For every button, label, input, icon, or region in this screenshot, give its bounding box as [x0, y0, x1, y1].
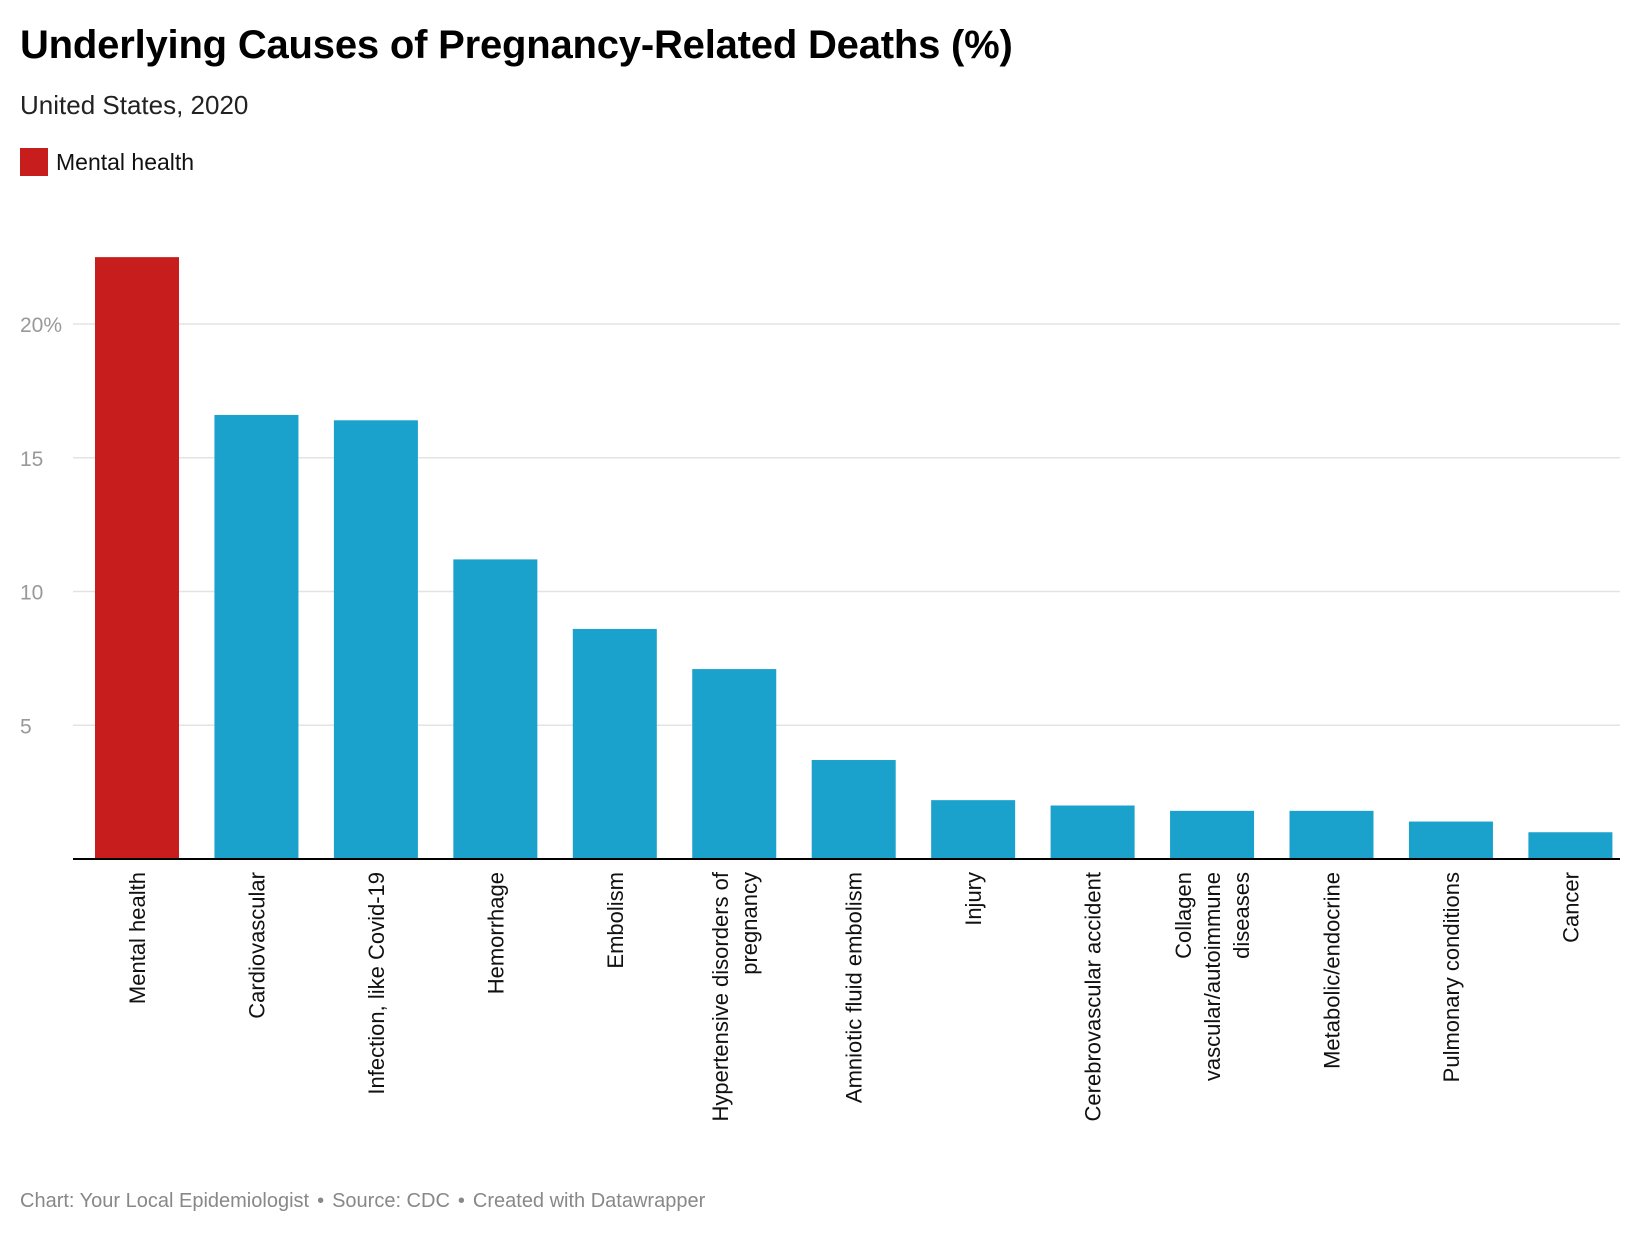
bar-embolism	[572, 628, 657, 859]
bar-infection-like-covid-19	[333, 420, 418, 859]
chart-title: Underlying Causes of Pregnancy-Related D…	[20, 23, 1013, 67]
x-tick-label-line: Amniotic fluid embolism	[842, 872, 867, 1103]
x-tick-label-line: diseases	[1229, 872, 1254, 959]
chart-footer: Chart: Your Local Epidemiologist • Source:…	[20, 1190, 705, 1213]
bar-pulmonary-conditions	[1408, 821, 1493, 859]
bar-injury	[931, 800, 1016, 859]
x-tick-label-mental-health: Mental health	[125, 872, 150, 1004]
x-tick-label-embolism: Embolism	[603, 872, 628, 969]
legend: Mental health	[20, 148, 194, 176]
x-tick-label-line: Hypertensive disorders of	[708, 871, 733, 1121]
x-tick-label-line: Embolism	[603, 872, 628, 969]
x-tick-label-hypertensive-disorders-of-pregnancy: Hypertensive disorders of pregnancy	[708, 871, 762, 1121]
bar-cardiovascular	[214, 414, 299, 859]
x-tick-label-line: vascular/autoimmune	[1200, 872, 1225, 1081]
y-tick-label-10: 10	[20, 582, 43, 605]
legend-label-mental-health: Mental health	[56, 148, 195, 175]
footer-separator: •	[317, 1190, 325, 1212]
bar-cancer	[1528, 832, 1613, 859]
x-tick-label-pulmonary-conditions: Pulmonary conditions	[1439, 872, 1464, 1082]
x-tick-label-line: Cancer	[1558, 872, 1583, 943]
x-tick-label-line: Metabolic/endocrine	[1320, 872, 1345, 1069]
bar-cerebrovascular-accident	[1050, 805, 1135, 859]
x-tick-label-line: pregnancy	[737, 872, 762, 975]
x-tick-label-infection-like-covid-19: Infection, like Covid-19	[364, 872, 389, 1095]
y-tick-label-15: 15	[20, 448, 43, 471]
x-tick-label-line: Cerebrovascular accident	[1081, 872, 1106, 1121]
x-tick-label-injury: Injury	[961, 872, 986, 926]
bar-mental-health	[95, 257, 179, 859]
x-tick-label-line: Collagen	[1171, 872, 1196, 959]
x-tick-label-line: Cardiovascular	[244, 872, 269, 1019]
bar-hypertensive-disorders-of-pregnancy	[692, 669, 777, 859]
footer-source: Source: CDC	[332, 1190, 450, 1212]
x-tick-label-hemorrhage: Hemorrhage	[483, 872, 508, 994]
footer-separator: •	[457, 1190, 465, 1212]
x-tick-label-line: Injury	[961, 872, 986, 926]
footer-created-with: Created with Datawrapper	[472, 1190, 706, 1212]
bar-collagen-vascular-autoimmune-diseases	[1170, 810, 1255, 859]
x-tick-label-cerebrovascular-accident: Cerebrovascular accident	[1081, 872, 1106, 1121]
footer-chart-credit: Chart: Your Local Epidemiologist	[20, 1190, 310, 1212]
y-tick-label-5: 5	[20, 715, 32, 738]
x-tick-label-cancer: Cancer	[1558, 872, 1583, 943]
bar-metabolic-endocrine	[1289, 810, 1374, 859]
y-tick-label-20: 20%	[20, 314, 62, 337]
x-tick-label-line: Infection, like Covid-19	[364, 872, 389, 1095]
x-tick-label-line: Hemorrhage	[483, 872, 508, 994]
chart-subtitle: United States, 2020	[20, 90, 249, 120]
x-tick-label-amniotic-fluid-embolism: Amniotic fluid embolism	[842, 872, 867, 1103]
x-tick-label-line: Mental health	[125, 872, 150, 1004]
x-tick-label-collagen-vascular-autoimmune-diseases: Collagen vascular/autoimmune diseases	[1171, 872, 1254, 1081]
x-tick-label-cardiovascular: Cardiovascular	[244, 872, 269, 1019]
bar-amniotic-fluid-embolism	[811, 760, 896, 859]
x-tick-label-line: Pulmonary conditions	[1439, 872, 1464, 1082]
bar-hemorrhage	[453, 559, 538, 859]
x-tick-label-metabolic-endocrine: Metabolic/endocrine	[1320, 872, 1345, 1069]
legend-swatch-mental-health	[20, 148, 48, 176]
